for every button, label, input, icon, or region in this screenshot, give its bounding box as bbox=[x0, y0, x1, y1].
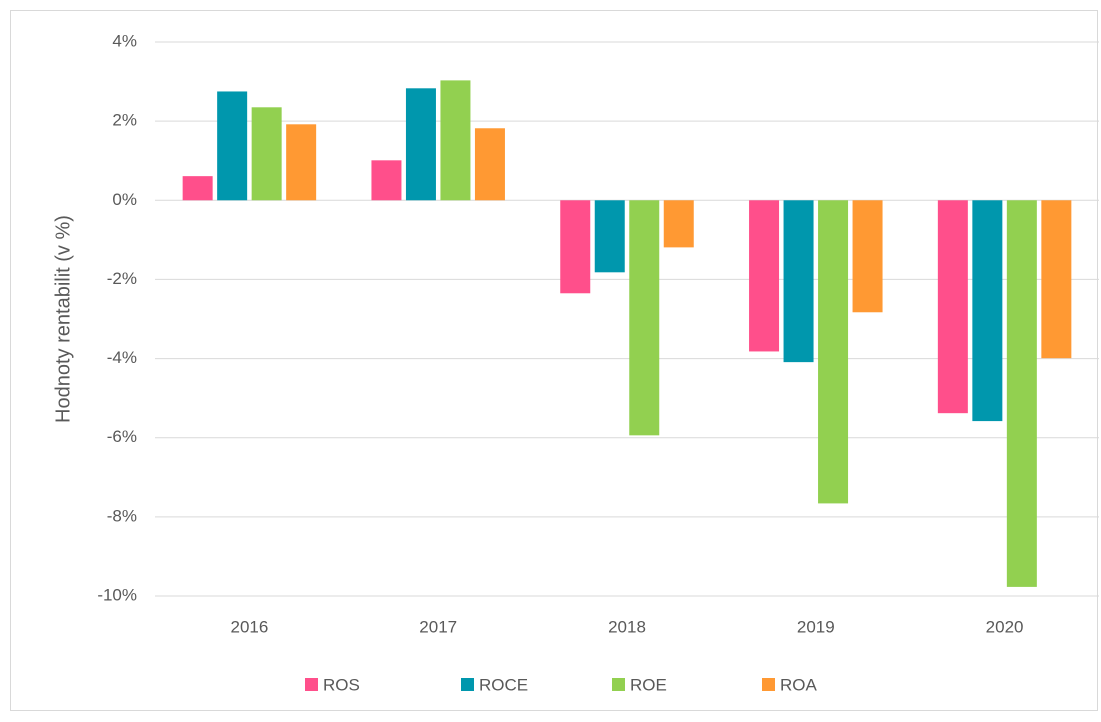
bar bbox=[783, 200, 814, 363]
y-tick-label: 0% bbox=[112, 190, 137, 209]
legend-label: ROCE bbox=[479, 675, 528, 694]
bar bbox=[937, 200, 968, 414]
bar bbox=[474, 128, 505, 201]
bar bbox=[749, 200, 780, 352]
bar bbox=[663, 200, 694, 248]
legend-label: ROE bbox=[630, 675, 667, 694]
bar bbox=[217, 91, 248, 201]
x-tick-label: 2020 bbox=[986, 617, 1024, 636]
bar bbox=[852, 200, 883, 313]
bar bbox=[286, 124, 317, 201]
legend-swatch bbox=[305, 678, 318, 691]
y-tick-label: -8% bbox=[107, 506, 137, 525]
x-tick-label: 2017 bbox=[419, 617, 457, 636]
legend-swatch bbox=[461, 678, 474, 691]
bar bbox=[405, 88, 436, 201]
chart-frame bbox=[10, 10, 1098, 711]
y-axis-label: Hodnoty rentabilit (v %) bbox=[52, 215, 74, 423]
y-tick-label: 4% bbox=[112, 31, 137, 50]
bar bbox=[560, 200, 591, 294]
bar bbox=[182, 176, 213, 201]
bar bbox=[818, 200, 849, 504]
x-tick-label: 2019 bbox=[797, 617, 835, 636]
bar bbox=[251, 107, 282, 201]
bar bbox=[1006, 200, 1037, 587]
legend-label: ROA bbox=[780, 675, 818, 694]
bar bbox=[972, 200, 1003, 422]
bar bbox=[629, 200, 660, 436]
x-tick-label: 2016 bbox=[230, 617, 268, 636]
bar bbox=[371, 160, 402, 201]
legend-swatch bbox=[612, 678, 625, 691]
bar bbox=[440, 80, 471, 201]
y-tick-label: -2% bbox=[107, 269, 137, 288]
bar bbox=[1041, 200, 1072, 359]
x-tick-label: 2018 bbox=[608, 617, 646, 636]
y-tick-label: 2% bbox=[112, 111, 137, 130]
y-tick-label: -4% bbox=[107, 348, 137, 367]
bar bbox=[594, 200, 625, 273]
y-tick-label: -6% bbox=[107, 427, 137, 446]
y-tick-label: -10% bbox=[97, 585, 137, 604]
legend-label: ROS bbox=[323, 675, 360, 694]
legend-swatch bbox=[762, 678, 775, 691]
